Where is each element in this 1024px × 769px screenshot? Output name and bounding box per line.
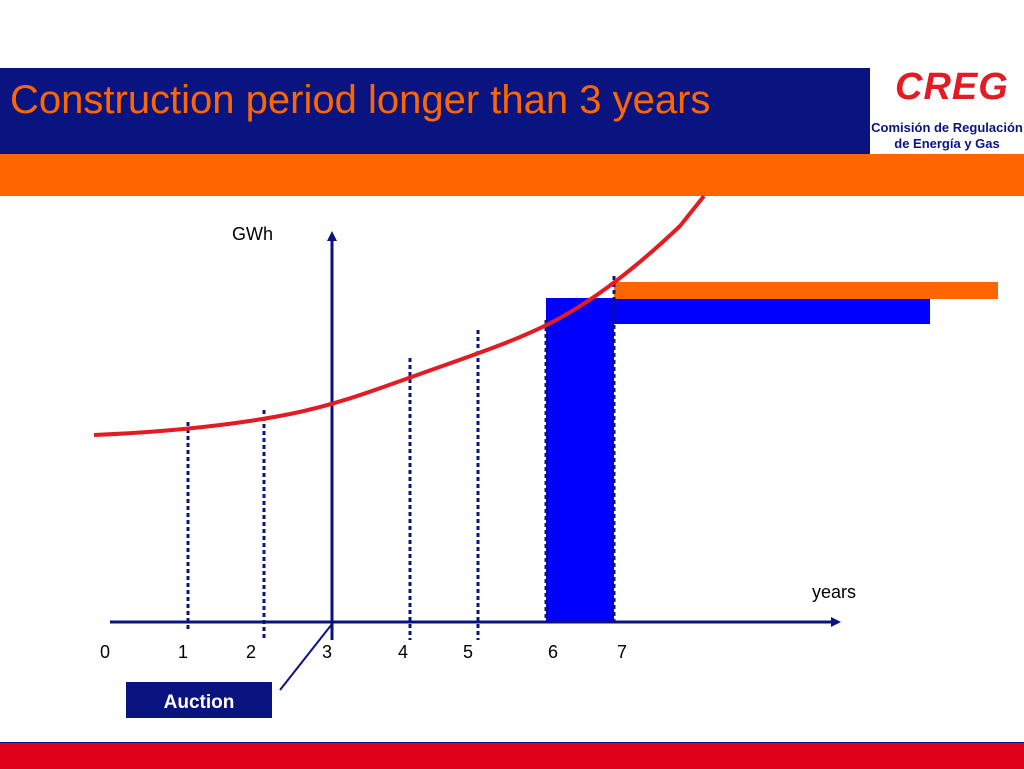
tick-6: 6: [548, 642, 558, 662]
tick-5: 5: [463, 642, 473, 662]
tick-3: 3: [322, 642, 332, 662]
tick-1: 1: [178, 642, 188, 662]
auction-box: [126, 682, 272, 718]
demand-diagram: GWh years 0 1 2 3 4 5 6 7 Auction: [93, 194, 998, 718]
demand-curve: [93, 194, 706, 437]
creg-logo-mark: CREG: [895, 66, 1009, 108]
tick-7: 7: [617, 642, 627, 662]
creg-logo: [870, 68, 1024, 154]
creg-logo-line2: de Energía y Gas: [894, 136, 1000, 151]
tick-4: 4: [398, 642, 408, 662]
footer-band: [0, 742, 1024, 769]
tick-2: 2: [246, 642, 256, 662]
auction-label: Auction: [164, 692, 235, 713]
x-axis-label: years: [812, 582, 856, 602]
construction-bar: [546, 298, 614, 622]
tick-0: 0: [100, 642, 110, 662]
y-axis-label: GWh: [232, 224, 273, 244]
auction-connector: [279, 623, 333, 691]
slide-title: Construction period longer than 3 years: [10, 78, 711, 122]
title-bar: [0, 68, 870, 154]
orange-band: [0, 154, 1024, 196]
orange-capacity-bar: [614, 282, 998, 299]
creg-logo-line1: Comisión de Regulación: [871, 120, 1023, 135]
blue-capacity-bar: [546, 298, 930, 324]
